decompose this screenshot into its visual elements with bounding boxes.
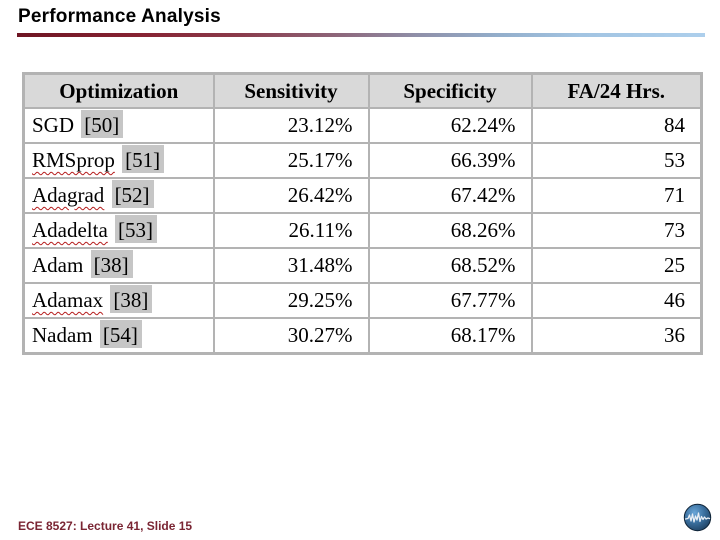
optimizer-cell: RMSprop [51] — [22, 142, 215, 179]
specificity-cell: 67.77% — [367, 282, 533, 319]
optimizer-cell: Adagrad [52] — [22, 177, 215, 214]
fa-per-24hrs-cell: 71 — [530, 177, 703, 214]
page-title: Performance Analysis — [18, 6, 221, 27]
table-row-adamax: Adamax [38] 29.25% 67.77% 46 — [22, 282, 703, 319]
optimizer-cell: Adam [38] — [22, 247, 215, 284]
optimizer-name: Adadelta — [32, 218, 108, 242]
optimizer-name: Adam — [32, 253, 84, 277]
optimizer-cell: SGD [50] — [22, 107, 215, 144]
citation-reference: [50] — [81, 110, 124, 138]
optimizer-name: Nadam — [32, 323, 93, 347]
fa-per-24hrs-cell: 53 — [530, 142, 703, 179]
table-row-adam: Adam [38] 31.48% 68.52% 25 — [22, 247, 703, 284]
sensitivity-cell: 26.42% — [212, 177, 370, 214]
citation-reference: [38] — [110, 285, 153, 313]
optimizer-cell: Nadam [54] — [22, 317, 215, 355]
table-row-nadam: Nadam [54] 30.27% 68.17% 36 — [22, 317, 703, 355]
sensitivity-cell: 25.17% — [212, 142, 370, 179]
specificity-cell: 68.17% — [367, 317, 533, 355]
specificity-cell: 62.24% — [367, 107, 533, 144]
optimizer-cell: Adadelta [53] — [22, 212, 215, 249]
fa-per-24hrs-cell: 46 — [530, 282, 703, 319]
optimizer-name: SGD — [32, 113, 75, 137]
column-header-optimization: Optimization — [22, 72, 215, 109]
slide-footer-text: ECE 8527: Lecture 41, Slide 15 — [18, 519, 193, 533]
optimizer-name: RMSprop — [32, 148, 115, 172]
sensitivity-cell: 31.48% — [212, 247, 370, 284]
fa-per-24hrs-cell: 73 — [530, 212, 703, 249]
table-row-adagrad: Adagrad [52] 26.42% 67.42% 71 — [22, 177, 703, 214]
specificity-cell: 67.42% — [367, 177, 533, 214]
column-header-specificity: Specificity — [367, 72, 533, 109]
performance-results-table: Optimization Sensitivity Specificity FA/24 … — [22, 72, 703, 355]
sensitivity-cell: 26.11% — [212, 212, 370, 249]
citation-reference: [53] — [115, 215, 158, 243]
signal-globe-logo-icon — [683, 503, 712, 532]
table-row-adadelta: Adadelta [53] 26.11% 68.26% 73 — [22, 212, 703, 249]
citation-reference: [51] — [122, 145, 165, 173]
fa-per-24hrs-cell: 84 — [530, 107, 703, 144]
table-row-sgd: SGD [50] 23.12% 62.24% 84 — [22, 107, 703, 144]
sensitivity-cell: 23.12% — [212, 107, 370, 144]
column-header-fa-24-hrs: FA/24 Hrs. — [530, 72, 703, 109]
citation-reference: [38] — [90, 250, 133, 278]
specificity-cell: 68.26% — [367, 212, 533, 249]
optimizer-cell: Adamax [38] — [22, 282, 215, 319]
specificity-cell: 66.39% — [367, 142, 533, 179]
citation-reference: [52] — [111, 180, 154, 208]
optimizer-name: Adamax — [32, 288, 104, 312]
specificity-cell: 68.52% — [367, 247, 533, 284]
sensitivity-cell: 30.27% — [212, 317, 370, 355]
optimizer-name: Adagrad — [32, 183, 105, 207]
table-header-row: Optimization Sensitivity Specificity FA/24 … — [22, 72, 703, 109]
citation-reference: [54] — [99, 320, 142, 348]
fa-per-24hrs-cell: 36 — [530, 317, 703, 355]
sensitivity-cell: 29.25% — [212, 282, 370, 319]
table-row-rmsprop: RMSprop [51] 25.17% 66.39% 53 — [22, 142, 703, 179]
fa-per-24hrs-cell: 25 — [530, 247, 703, 284]
title-gradient-rule — [17, 33, 705, 37]
column-header-sensitivity: Sensitivity — [212, 72, 370, 109]
